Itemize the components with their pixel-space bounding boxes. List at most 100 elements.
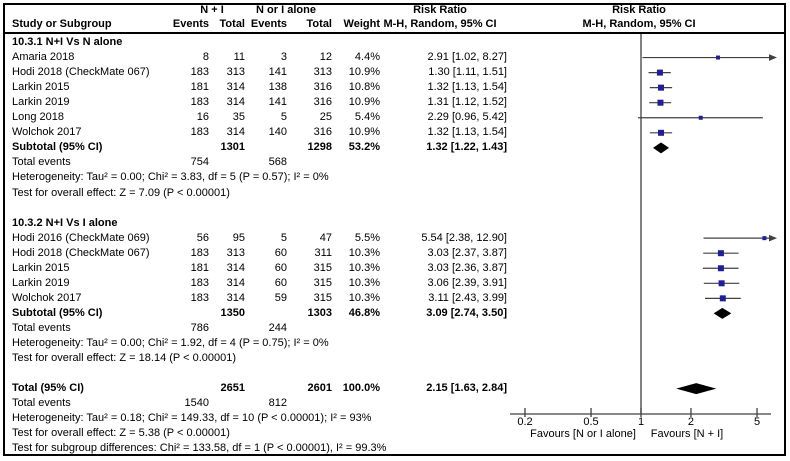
events1-col-header: Events bbox=[172, 18, 209, 30]
events1-value: 183 bbox=[190, 276, 209, 289]
events2-value: 3 bbox=[280, 51, 287, 64]
effect-estimate-marker bbox=[657, 99, 664, 106]
total1-value: 314 bbox=[226, 126, 245, 139]
study-label: Larkin 2019 bbox=[12, 96, 70, 109]
weight-value: 100.0% bbox=[342, 382, 380, 395]
weight-col-header: Weight bbox=[343, 18, 380, 30]
total1-value: 314 bbox=[226, 81, 245, 94]
events1-value: 183 bbox=[190, 96, 209, 109]
total1-value: 314 bbox=[226, 291, 245, 304]
events1-value: 183 bbox=[190, 66, 209, 79]
events2-value: 5 bbox=[280, 111, 287, 124]
axis-tick-label: 2 bbox=[687, 416, 695, 428]
total1-value: 2651 bbox=[220, 382, 245, 395]
ci-text-value: 2.91 [1.02, 8.27] bbox=[427, 51, 507, 64]
favours-right-label: Favours [N + I] bbox=[650, 428, 724, 440]
events2-value: 141 bbox=[268, 66, 287, 79]
weight-value: 10.3% bbox=[348, 276, 380, 289]
events1-value: 183 bbox=[190, 246, 209, 259]
note-label: Heterogeneity: Tau² = 0.18; Chi² = 149.3… bbox=[12, 412, 372, 425]
weight-value: 46.8% bbox=[348, 306, 380, 319]
ci-text-value: 2.15 [1.63, 2.84] bbox=[426, 382, 507, 395]
total2-value: 313 bbox=[313, 66, 332, 79]
group2-header: N or I alone bbox=[256, 4, 316, 16]
weight-value: 10.3% bbox=[348, 291, 380, 304]
study-label: Hodi 2018 (CheckMate 067) bbox=[12, 66, 150, 79]
events1-value: 181 bbox=[190, 261, 209, 274]
weight-value: 4.4% bbox=[354, 51, 380, 64]
weight-value: 10.8% bbox=[348, 81, 380, 94]
total2-col-header: Total bbox=[306, 18, 332, 30]
subtotal-label: Subtotal (95% CI) bbox=[12, 141, 103, 154]
axis-tick-label: 5 bbox=[753, 416, 761, 428]
total1-col-header: Total bbox=[219, 18, 245, 30]
total1-value: 1350 bbox=[220, 306, 245, 319]
events2-value: 5 bbox=[280, 231, 287, 244]
total2-value: 2601 bbox=[307, 382, 332, 395]
favours-left-label: Favours [N or I alone] bbox=[530, 428, 636, 440]
note-label: Heterogeneity: Tau² = 0.00; Chi² = 1.92,… bbox=[12, 337, 329, 349]
total2-value: 315 bbox=[313, 291, 332, 304]
total2-value: 1298 bbox=[307, 141, 332, 154]
events-label: Total events bbox=[12, 156, 71, 169]
effect-estimate-marker bbox=[717, 265, 724, 272]
total1-value: 11 bbox=[233, 51, 245, 64]
axis-tick-label: 0.5 bbox=[583, 416, 599, 428]
summary-diamond bbox=[653, 142, 670, 154]
study-col-header: Study or Subgroup bbox=[12, 18, 112, 30]
total1-value: 313 bbox=[226, 246, 245, 259]
effect-estimate-marker bbox=[718, 280, 725, 287]
events2-col-header: Events bbox=[250, 18, 287, 30]
weight-value: 5.5% bbox=[354, 231, 380, 244]
events1-value: 8 bbox=[202, 51, 209, 64]
axis-tick-label: 0.2 bbox=[517, 416, 533, 428]
events2-value: 60 bbox=[274, 246, 287, 259]
axis-tick-label: 1 bbox=[637, 416, 645, 428]
study-label: Amaria 2018 bbox=[12, 51, 75, 64]
study-label: Wolchok 2017 bbox=[12, 126, 82, 139]
total2-value: 315 bbox=[313, 261, 332, 274]
weight-value: 10.9% bbox=[348, 66, 380, 79]
ci-text-value: 3.09 [2.74, 3.50] bbox=[426, 306, 507, 319]
group1-header: N + I bbox=[200, 4, 224, 16]
events2-value: 568 bbox=[268, 156, 287, 169]
total2-value: 316 bbox=[313, 126, 332, 139]
events1-value: 754 bbox=[190, 156, 209, 169]
weight-value: 5.4% bbox=[354, 111, 380, 124]
events1-value: 183 bbox=[190, 126, 209, 139]
events2-value: 141 bbox=[268, 96, 287, 109]
ci-text-value: 5.54 [2.38, 12.90] bbox=[421, 231, 507, 244]
ci-text-value: 3.03 [2.36, 3.87] bbox=[427, 261, 507, 274]
figure-border bbox=[3, 3, 786, 456]
events1-value: 16 bbox=[196, 111, 209, 124]
total1-value: 314 bbox=[226, 276, 245, 289]
total1-value: 35 bbox=[232, 111, 245, 124]
risk-ratio-header-text: Risk Ratio bbox=[413, 4, 467, 16]
events1-value: 181 bbox=[190, 81, 209, 94]
ci-text-value: 1.31 [1.12, 1.52] bbox=[427, 96, 507, 109]
total1-value: 95 bbox=[232, 231, 245, 244]
study-label: Larkin 2015 bbox=[12, 81, 70, 94]
total2-value: 316 bbox=[313, 81, 332, 94]
ci-text-value: 3.03 [2.37, 3.87] bbox=[427, 246, 507, 259]
total2-value: 311 bbox=[314, 246, 332, 259]
events2-value: 244 bbox=[268, 321, 287, 334]
study-label: Larkin 2019 bbox=[12, 276, 70, 289]
effect-estimate-marker bbox=[762, 236, 767, 241]
ci-text-value: 2.29 [0.96, 5.42] bbox=[427, 111, 507, 124]
events2-value: 59 bbox=[274, 291, 287, 304]
study-label: Larkin 2015 bbox=[12, 261, 70, 274]
weight-value: 10.9% bbox=[348, 126, 380, 139]
total2-value: 12 bbox=[319, 51, 332, 64]
study-label: Long 2018 bbox=[12, 111, 64, 124]
effect-estimate-marker bbox=[698, 115, 703, 120]
note-label: Heterogeneity: Tau² = 0.00; Chi² = 3.83,… bbox=[12, 171, 329, 184]
ci-text-value: 1.32 [1.13, 1.54] bbox=[427, 81, 507, 94]
arrowhead bbox=[769, 234, 777, 242]
total1-value: 313 bbox=[226, 66, 245, 79]
note-label: Test for overall effect: Z = 7.09 (P < 0… bbox=[12, 186, 230, 199]
effect-estimate-marker bbox=[658, 129, 665, 136]
effect-estimate-marker bbox=[717, 250, 724, 257]
events-label: Total events bbox=[12, 321, 71, 334]
